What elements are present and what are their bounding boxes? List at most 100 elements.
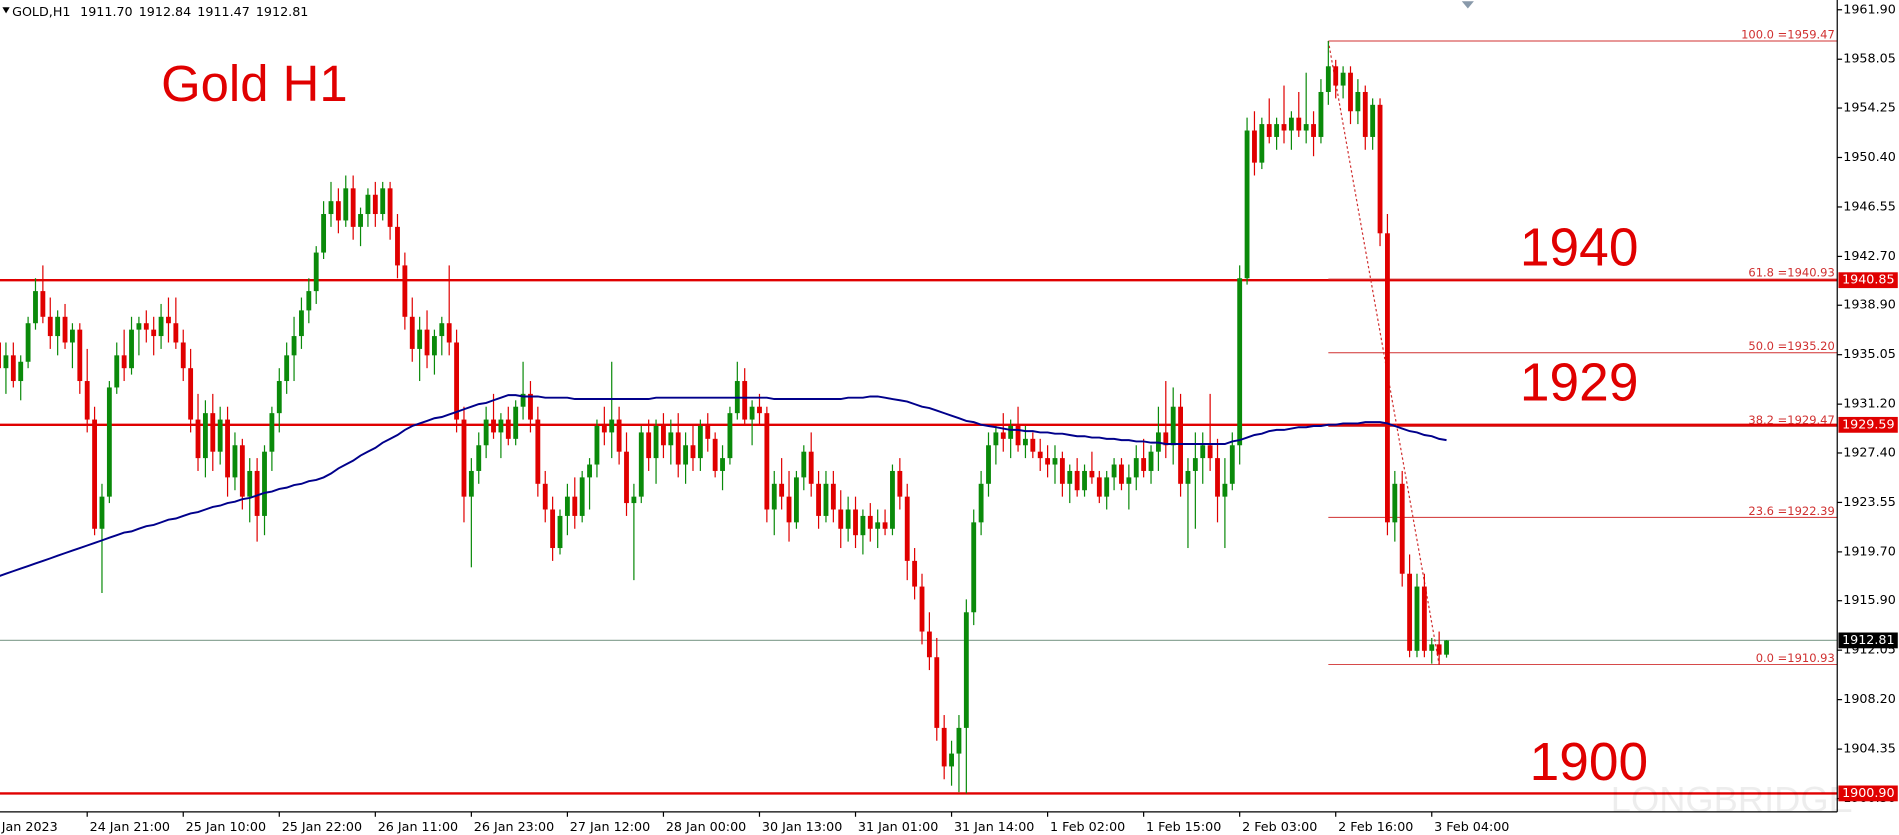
plot-area: 100.0 =1959.47 61.8 =1940.93 50.0 =1935.20… (0, 27, 1838, 795)
candle-body (1000, 432, 1006, 439)
candle-body (1288, 117, 1294, 131)
candle-body (1052, 458, 1058, 465)
candle-body (106, 387, 112, 497)
candle-body (1229, 445, 1235, 484)
candle-body (1444, 640, 1449, 655)
candle-body (225, 419, 230, 478)
candle-body (409, 316, 415, 349)
candle-body (956, 727, 962, 754)
level-price-box (1838, 272, 1898, 289)
candle-body (446, 323, 452, 343)
candle-body (143, 323, 149, 330)
candle-body (705, 425, 711, 439)
x-tick-label: 26 Jan 11:00 (378, 820, 458, 835)
candle-body (195, 419, 201, 459)
candle-body (151, 329, 157, 337)
candle-body (986, 445, 991, 484)
candle-body (978, 483, 984, 523)
candle-body (439, 323, 445, 337)
annotation: 1900 (1530, 733, 1649, 792)
candle-body (247, 470, 253, 497)
candle-body (779, 483, 785, 497)
y-tick-label: 1908.20 (1843, 692, 1896, 707)
candle-body (720, 458, 725, 471)
fibo-label: 50.0 =1935.20 (1748, 339, 1834, 353)
candle-body (1436, 644, 1442, 655)
candle-body (269, 413, 275, 452)
candle-body (882, 522, 888, 529)
candle-body (853, 509, 858, 536)
y-tick-label: 1942.70 (1843, 249, 1896, 264)
candle-body (624, 451, 629, 504)
candle-body (1045, 458, 1051, 465)
candle-body (860, 515, 866, 536)
y-tick-label: 1904.35 (1843, 742, 1896, 757)
candle-body (180, 342, 186, 369)
candle-body (587, 464, 592, 478)
candle-body (934, 657, 940, 728)
high-value: 1912.84 (139, 5, 192, 20)
y-tick-label: 1958.05 (1843, 52, 1896, 67)
candle-body (823, 483, 829, 516)
candle-body (1266, 124, 1272, 137)
candle-body (875, 522, 881, 529)
candle-body (276, 381, 282, 414)
level-price-label: 1940.85 (1842, 273, 1895, 288)
candle-body (520, 393, 526, 407)
last-price-label: 1912.81 (1842, 633, 1895, 648)
candle-body (1237, 278, 1243, 446)
candle-body (491, 419, 496, 433)
candle-body (816, 483, 822, 516)
candle-body (328, 201, 334, 215)
x-tick-label: 27 Jan 12:00 (570, 820, 650, 835)
candle-body (742, 381, 748, 420)
candle-body (890, 470, 895, 529)
candle-body (616, 419, 622, 452)
candle-body (513, 406, 519, 439)
y-tick-label: 1954.25 (1843, 101, 1896, 116)
candle-body (801, 451, 807, 478)
candle-body (387, 188, 393, 227)
candle-body (1111, 464, 1117, 478)
candle-body (1370, 104, 1376, 137)
x-tick-label: 3 Feb 04:00 (1434, 820, 1509, 835)
candle-body (572, 496, 578, 516)
candle-body (786, 496, 792, 523)
last-price-box (1838, 632, 1898, 649)
candle-body (793, 477, 799, 523)
candle-body (1414, 586, 1420, 651)
candle-body (343, 188, 349, 221)
candle-body (912, 560, 918, 587)
candle-body (55, 316, 61, 337)
candle-body (757, 406, 762, 414)
fibo-trendline (1327, 40, 1440, 665)
y-tick-label: 1950.40 (1843, 150, 1896, 165)
x-tick-label: 31 Jan 14:00 (954, 820, 1034, 835)
candle-body (33, 291, 38, 324)
candle-body (653, 425, 659, 459)
candle-body (993, 432, 999, 446)
candle-body (1252, 130, 1257, 163)
candle-body (564, 496, 570, 516)
candle-body (10, 355, 16, 382)
candle-body (594, 425, 600, 465)
candle-body (431, 336, 437, 356)
candle-body (949, 753, 954, 767)
candle-body (963, 612, 969, 728)
candle-body (476, 445, 482, 471)
candle-body (1325, 66, 1331, 92)
candle-body (284, 355, 290, 382)
candle-body (1340, 72, 1346, 86)
candle-body (129, 329, 134, 369)
candle-body (1377, 104, 1383, 234)
candle-body (926, 631, 932, 658)
candle-body (136, 323, 142, 330)
candle-body (262, 451, 267, 516)
candle-body (62, 316, 68, 343)
x-tick-label: 1 Feb 02:00 (1050, 820, 1125, 835)
candle-body (550, 509, 556, 549)
open-value: 1911.70 (80, 5, 133, 20)
candle-body (232, 445, 238, 478)
candle-body (217, 419, 223, 452)
candle-body (3, 355, 9, 369)
